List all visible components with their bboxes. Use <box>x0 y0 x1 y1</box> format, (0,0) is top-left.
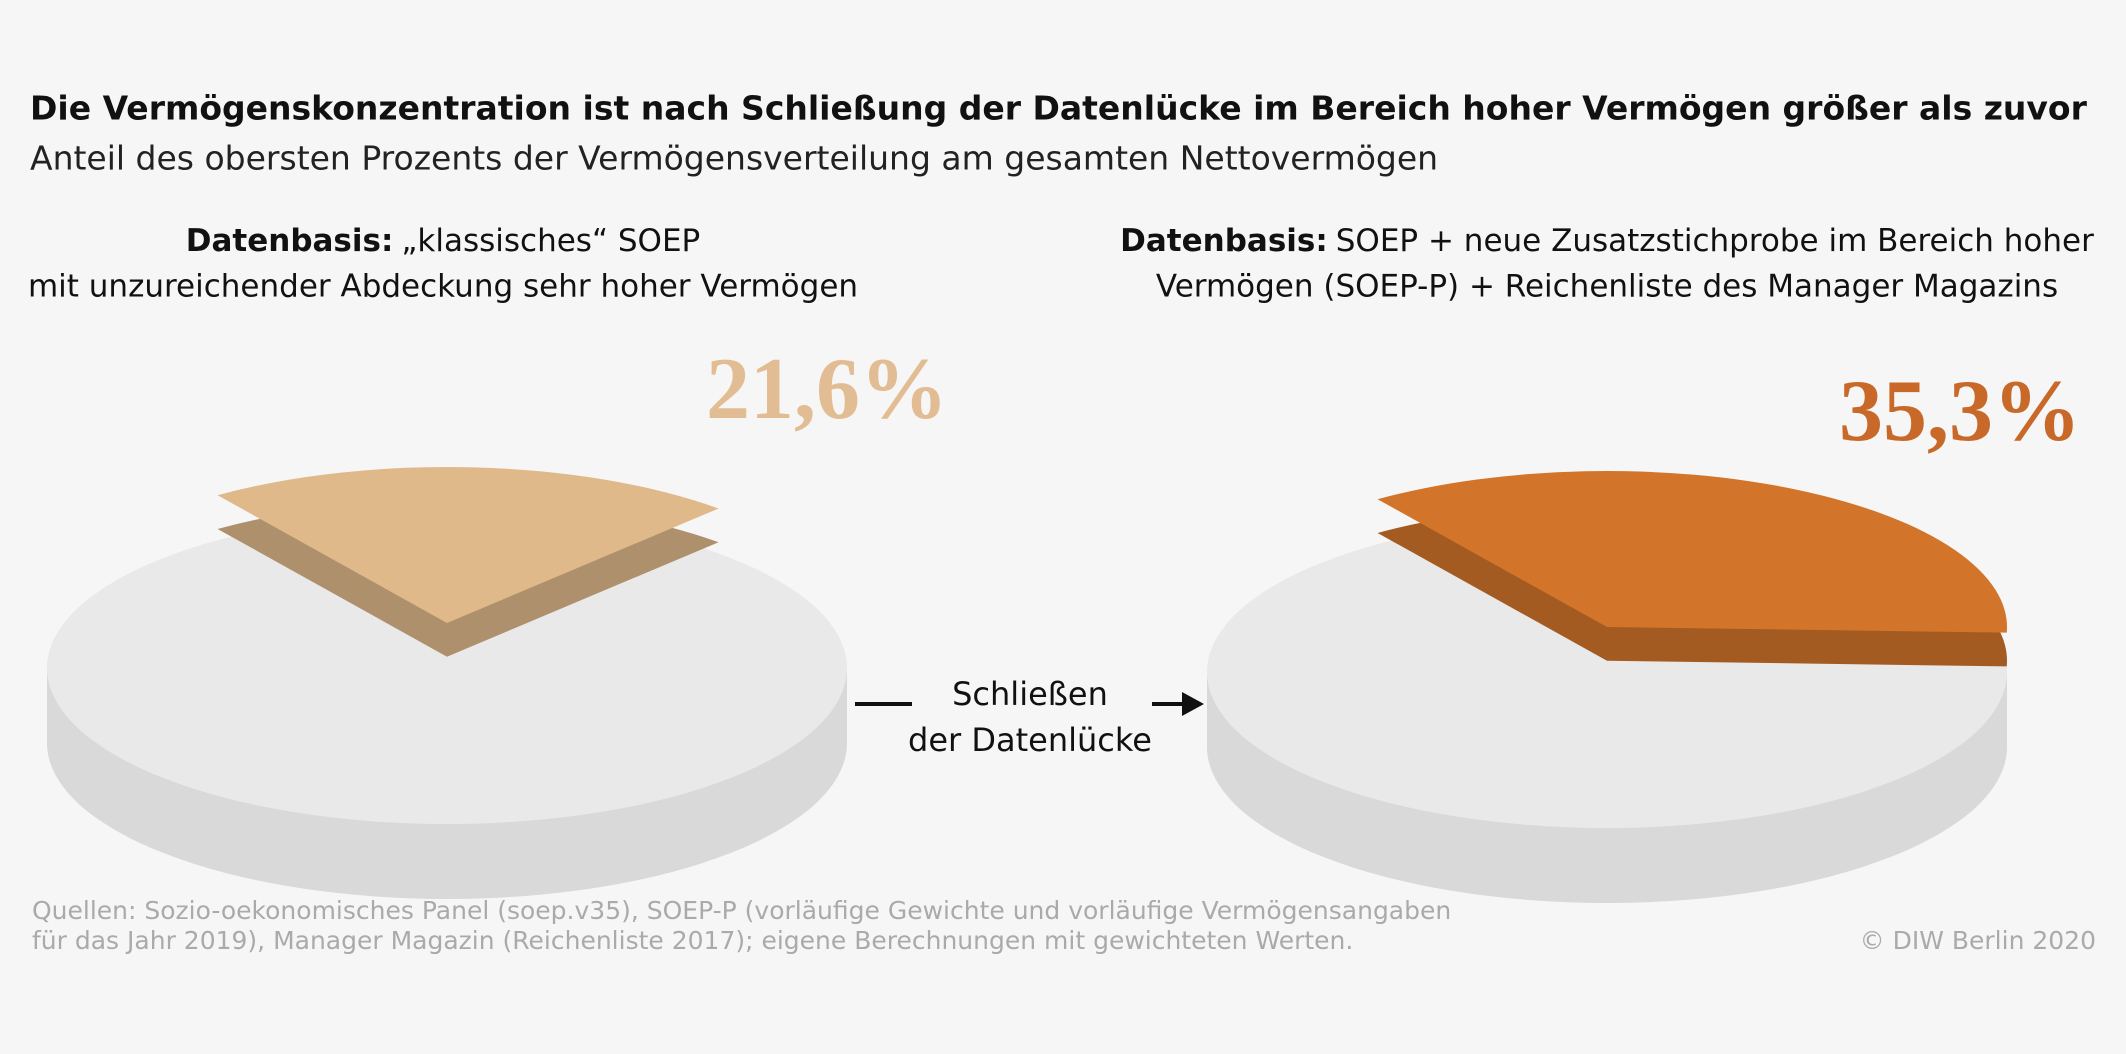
slice <box>217 467 719 623</box>
data-basis: Datenbasis: „klassisches“ SOEP <box>186 223 700 259</box>
value-label: 35,3% <box>1839 363 2081 460</box>
data-basis-text: mit unzureichender Abdeckung sehr hoher … <box>28 269 858 305</box>
subtitle: Anteil des obersten Prozents der Vermöge… <box>30 139 1438 178</box>
data-basis-text: „klassisches“ SOEP <box>401 223 700 259</box>
value-label: 21,6% <box>706 341 948 438</box>
arrow-head <box>1182 692 1204 716</box>
sources: Quellen: Sozio-oekonomisches Panel (soep… <box>32 896 1451 925</box>
slice <box>1377 471 2007 633</box>
data-basis: Datenbasis: SOEP + neue Zusatzstichprobe … <box>1120 223 2094 259</box>
arrow-label: Schließen <box>952 675 1108 713</box>
data-basis-text: SOEP + neue Zusatzstichprobe im Bereich … <box>1336 223 2094 259</box>
title: Die Vermögenskonzentration ist nach Schl… <box>30 89 2088 128</box>
data-basis-text: Vermögen (SOEP-P) + Reichenliste des Man… <box>1156 269 2058 305</box>
disk-top <box>47 512 847 824</box>
data-basis-label: Datenbasis: <box>1120 223 1328 259</box>
pies: 21,6% 35,3% <box>47 341 2081 903</box>
arrow-label: der Datenlücke <box>908 721 1152 759</box>
sources: für das Jahr 2019), Manager Magazin (Rei… <box>32 926 1353 955</box>
data-basis-label: Datenbasis: <box>186 223 394 259</box>
copyright: © DIW Berlin 2020 <box>1860 926 2096 955</box>
